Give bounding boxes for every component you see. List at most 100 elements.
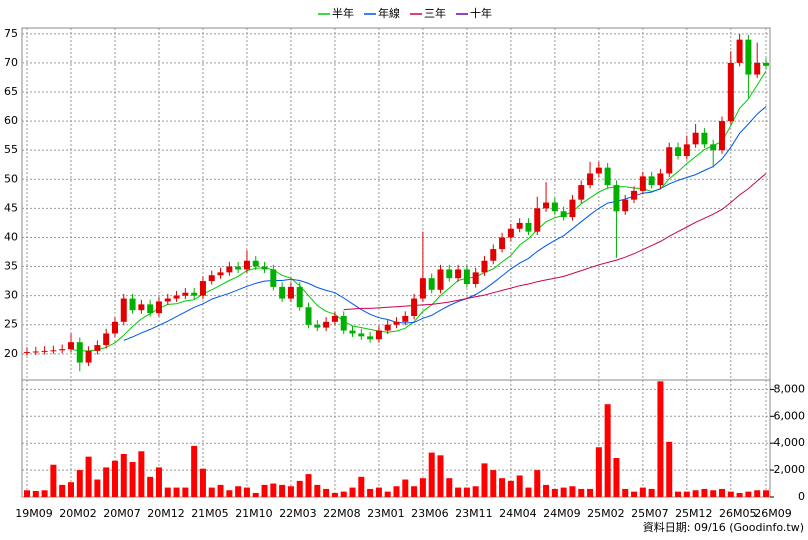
volume-bar (243, 487, 250, 497)
volume-bar (50, 464, 57, 497)
volume-bar (639, 487, 646, 497)
candle-body (569, 199, 576, 218)
volume-bar (657, 381, 664, 497)
volume-bar (296, 480, 303, 497)
candle-body (296, 286, 303, 308)
volume-bar (490, 470, 497, 497)
volume-bar (437, 455, 444, 497)
candle-body (622, 199, 629, 212)
candle-body (727, 62, 734, 122)
candle-body (349, 330, 356, 334)
candle-body (155, 301, 162, 314)
candle-body (543, 202, 550, 209)
y-tick-label: 65 (4, 85, 18, 98)
volume-bar (587, 488, 594, 497)
y-tick-label: 30 (4, 289, 18, 302)
candle-body (604, 167, 611, 186)
x-tick-label: 19M09 (15, 507, 53, 520)
candle-body (67, 342, 74, 350)
volume-bar (270, 483, 277, 497)
volume-bar (754, 490, 761, 497)
volume-bar (147, 476, 154, 497)
candle-body (437, 269, 444, 290)
candle-body (173, 295, 180, 299)
candle-body (534, 208, 541, 232)
candle-body (76, 342, 83, 363)
volume-bar (129, 462, 136, 497)
candle-body (331, 316, 338, 322)
candle-body (631, 190, 638, 200)
x-tick-label: 26M05 (719, 507, 757, 520)
candle-body (736, 39, 743, 63)
volume-bar (120, 453, 127, 497)
x-tick-label: 24M09 (543, 507, 581, 520)
candle-body (701, 132, 708, 145)
volume-bar (499, 478, 506, 497)
volume-bar (622, 488, 629, 497)
candle-body (314, 324, 321, 328)
candle-body (578, 185, 585, 200)
volume-bar (164, 487, 171, 497)
volume-bar (648, 488, 655, 497)
candle-body (261, 266, 268, 270)
y-tick-label: 45 (4, 201, 18, 214)
volume-bar (763, 490, 769, 497)
volume-bar (683, 491, 690, 497)
x-tick-label: 21M10 (235, 507, 273, 520)
legend-label: 年線 (378, 6, 400, 20)
volume-bar (481, 463, 488, 497)
candle-body (692, 132, 699, 145)
x-tick-label: 20M07 (103, 507, 141, 520)
y-tick-label: 35 (4, 260, 18, 273)
candle-body (763, 62, 769, 66)
candle-body (648, 176, 655, 186)
candle-body (129, 298, 136, 311)
candle-body (191, 292, 198, 296)
volume-bar (331, 492, 338, 497)
volume-bar (182, 487, 189, 497)
volume-tick-label: 6,000 (774, 409, 806, 422)
volume-bar (103, 467, 110, 497)
candle-body (587, 173, 594, 186)
volume-bar (367, 488, 374, 497)
volume-bar (631, 491, 638, 497)
volume-bar (340, 491, 347, 497)
volume-bar (252, 492, 259, 497)
volume-bar (446, 478, 453, 497)
candle-body (243, 260, 250, 270)
volume-bar (736, 492, 743, 497)
y-tick-label: 60 (4, 114, 18, 127)
candle-body (463, 269, 470, 284)
candle-body (551, 202, 558, 212)
volume-bar (155, 467, 162, 497)
volume-tick-label: 0 (798, 490, 805, 503)
candle-body (226, 266, 233, 273)
candle-body (340, 316, 347, 331)
candle-body (199, 281, 206, 296)
volume-bar (349, 487, 356, 497)
x-tick-label: 25M12 (675, 507, 713, 520)
candle-body (305, 307, 312, 325)
candle-body (208, 275, 215, 282)
volume-bar (59, 484, 66, 497)
x-tick-label: 26M09 (754, 507, 792, 520)
candle-body (138, 304, 145, 311)
candle-body (754, 62, 761, 75)
candle-body (32, 351, 39, 353)
candle-body (428, 278, 435, 290)
volume-bar (710, 490, 717, 497)
volume-bar (235, 486, 242, 497)
candle-body (745, 39, 752, 75)
volume-tick-label: 4,000 (774, 436, 806, 449)
volume-bar (402, 479, 409, 497)
volume-bar (701, 488, 708, 497)
candle-body (675, 147, 682, 156)
volume-bar (560, 487, 567, 497)
candle-body (85, 350, 92, 363)
volume-bar (323, 488, 330, 497)
candle-body (41, 350, 48, 352)
volume-bar (428, 452, 435, 497)
volume-bar (463, 487, 470, 497)
volume-bar (32, 490, 39, 497)
candle-body (24, 352, 30, 354)
